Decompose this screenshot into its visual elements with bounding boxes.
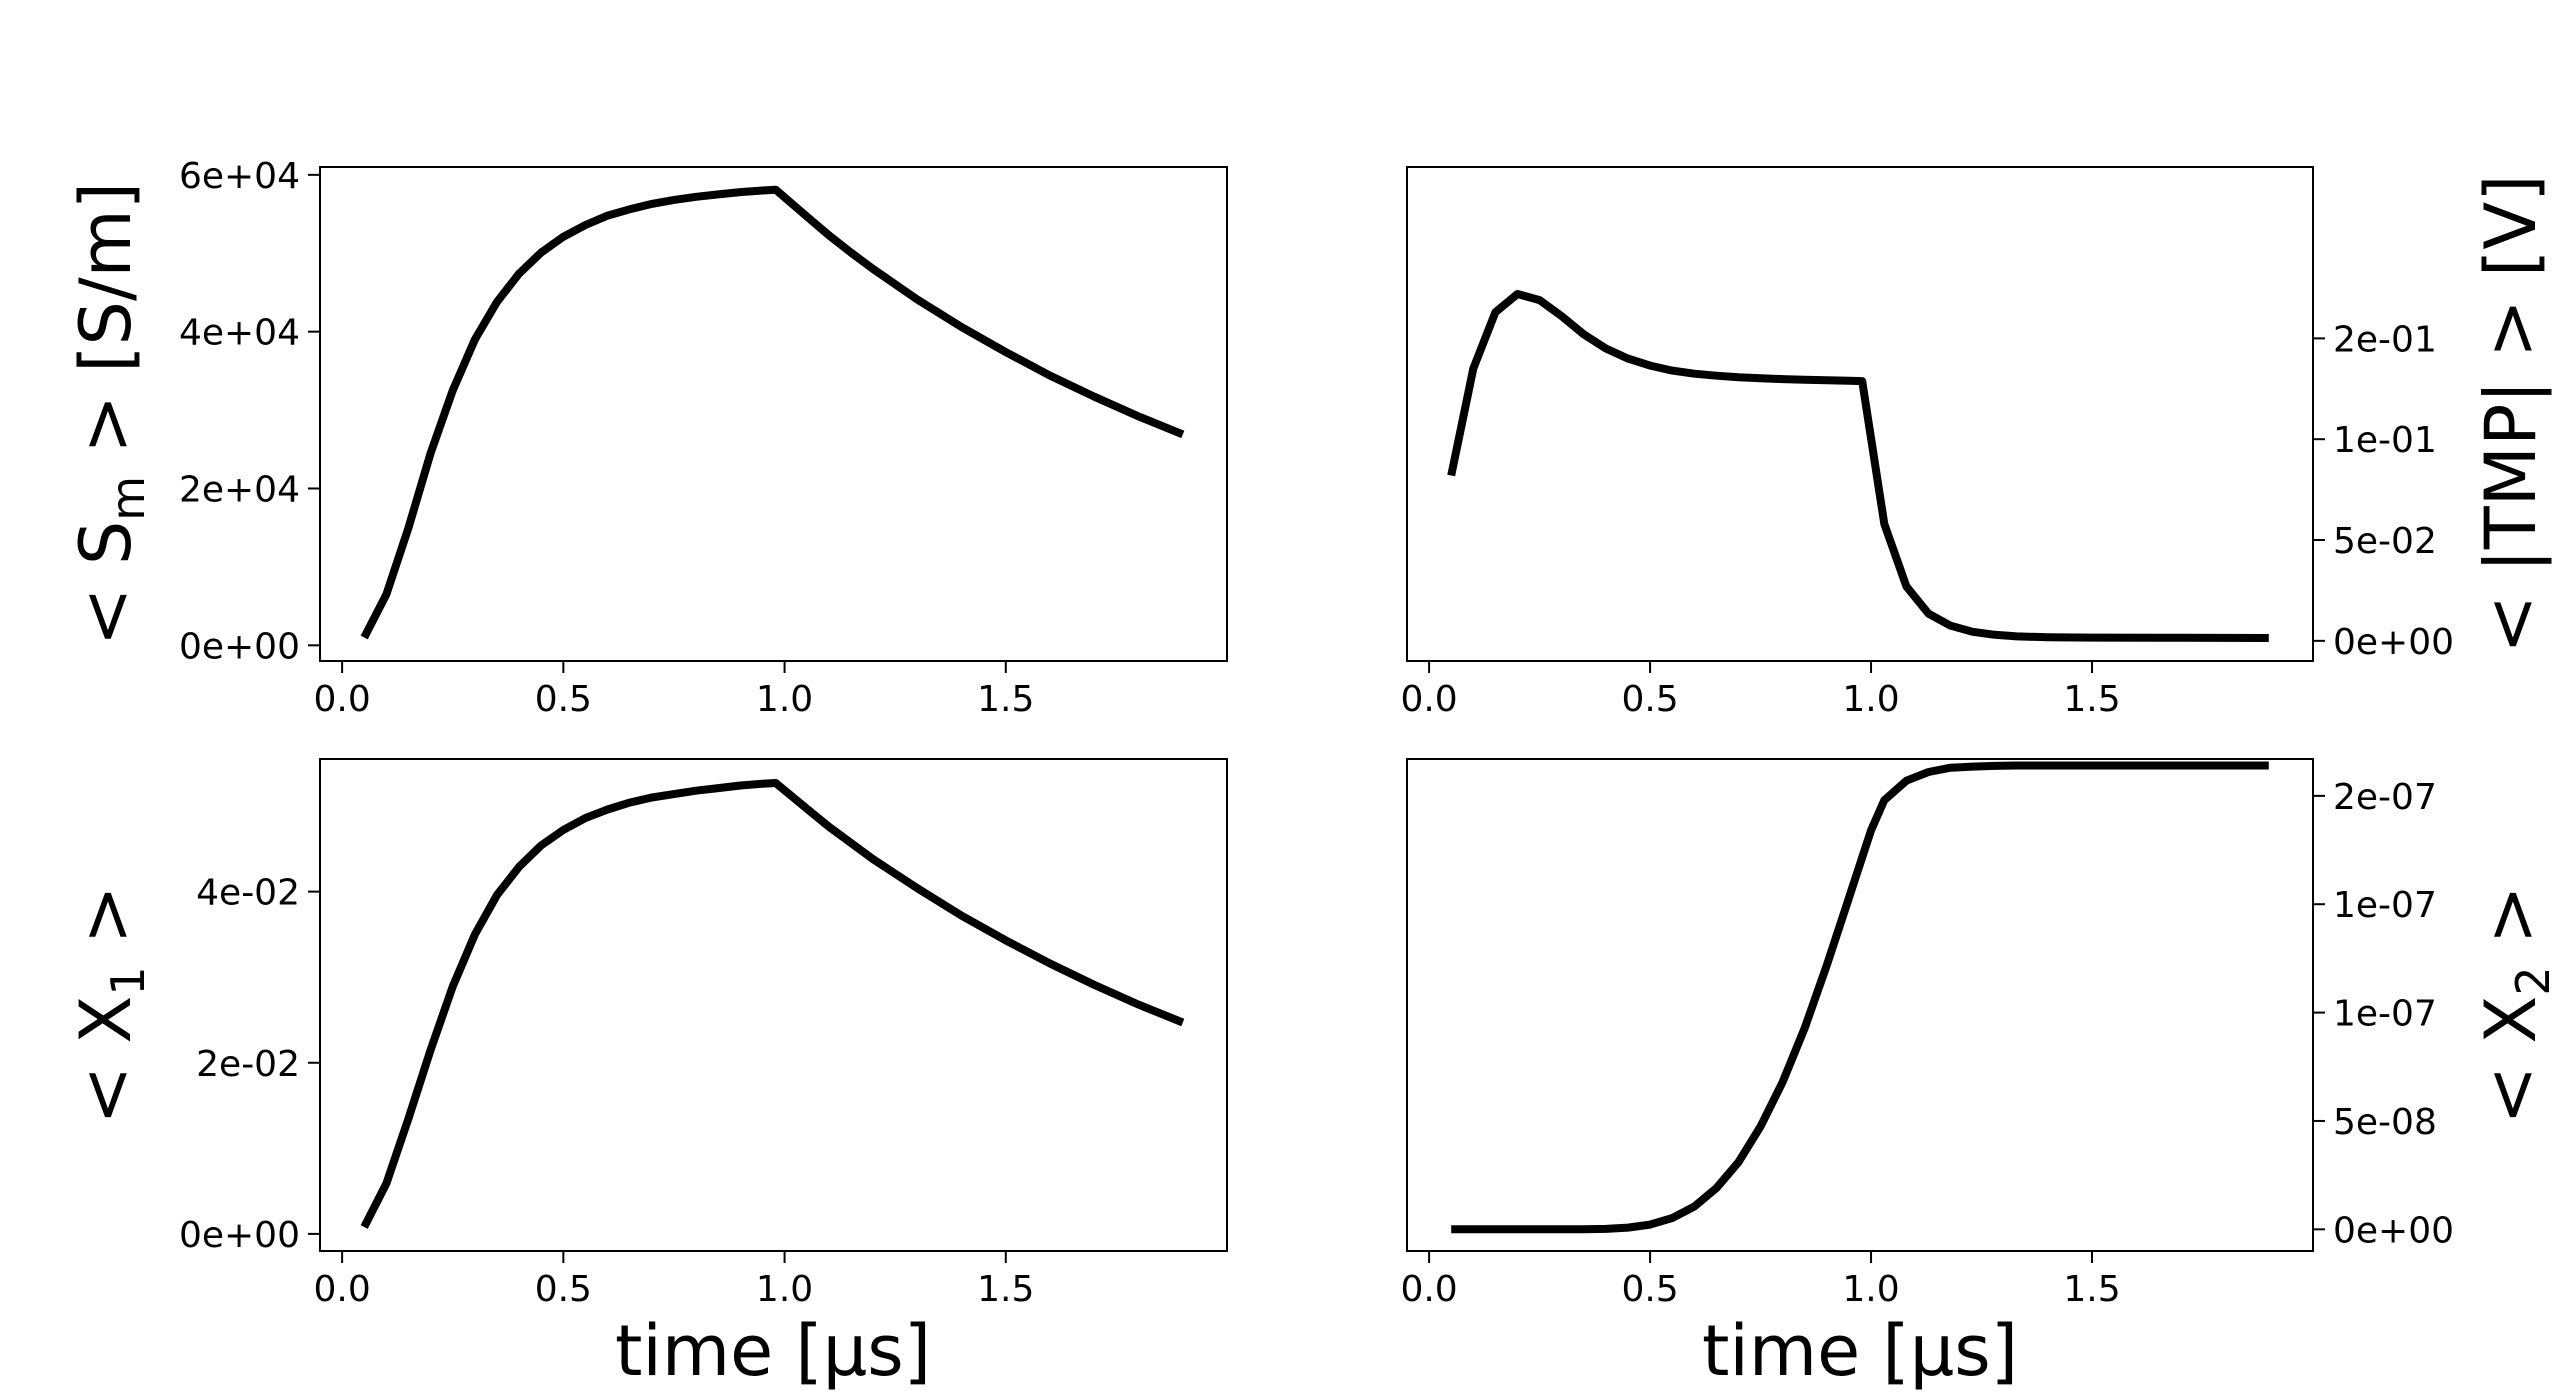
plot-frame [1406, 758, 2314, 1252]
y-axis-label: < X2 > [2470, 885, 2560, 1124]
x-tick-label: 0.5 [1621, 679, 1678, 720]
series-line [1447, 290, 2269, 642]
x-tick-label: 0.5 [1621, 1269, 1678, 1310]
x-tick-label: 0.0 [313, 1269, 370, 1310]
x-axis: 0.0 0.5 1.0 1.5 [1400, 1251, 2121, 1310]
y-tick-label: 0e+00 [2333, 622, 2454, 663]
y-tick-label: 5e-08 [2333, 1102, 2437, 1143]
x-tick-label: 1.0 [1842, 679, 1899, 720]
x-tick-label: 0.0 [1400, 679, 1457, 720]
series-line [360, 779, 1185, 1229]
plot-frame [319, 166, 1228, 662]
y-tick-label: 1e-07 [2333, 994, 2437, 1035]
x-tick-label: 0.5 [535, 679, 592, 720]
y-tick-label: 2e-01 [2333, 319, 2437, 360]
panel-x1: 0.0 0.5 1.0 1.5 0e+00 2e-02 4e-02 < X1 > time… [65, 758, 1228, 1392]
x-tick-label: 1.0 [756, 1269, 813, 1310]
y-axis-label: < Sm > [S/m] [65, 182, 155, 646]
y-axis: 0e+00 5e-02 1e-01 2e-01 [2313, 319, 2454, 663]
x-axis: 0.0 0.5 1.0 1.5 [313, 1251, 1034, 1310]
x-tick-label: 0.5 [535, 1269, 592, 1310]
y-tick-label: 1e-01 [2333, 420, 2437, 461]
y-tick-label: 1e-07 [2333, 885, 2437, 926]
x-tick-label: 1.5 [2063, 679, 2120, 720]
x-tick-label: 1.5 [977, 679, 1034, 720]
y-axis-label: < |TMP| > [V] [2470, 174, 2552, 653]
plot-frame [1406, 166, 2314, 662]
panel-tmp: 0.0 0.5 1.0 1.5 0e+00 5e-02 1e-01 2e-01 < |TMP… [1400, 166, 2552, 720]
x-axis-label: time [μs] [615, 1310, 931, 1392]
y-tick-label: 5e-02 [2333, 521, 2437, 562]
y-axis: 0e+00 5e-08 1e-07 1e-07 2e-07 [2313, 777, 2454, 1251]
x-tick-label: 1.0 [756, 679, 813, 720]
y-tick-label: 4e-02 [196, 873, 300, 914]
y-tick-label: 0e+00 [2333, 1210, 2454, 1251]
series-line [360, 185, 1185, 640]
x-axis: 0.0 0.5 1.0 1.5 [313, 661, 1034, 720]
y-tick-label: 0e+00 [179, 1215, 300, 1256]
y-axis-label: < X1 > [65, 885, 155, 1124]
x-axis-label: time [μs] [1702, 1310, 2018, 1392]
x-tick-label: 0.0 [1400, 1269, 1457, 1310]
y-tick-label: 2e-07 [2333, 777, 2437, 818]
y-tick-label: 0e+00 [179, 626, 300, 667]
x-tick-label: 1.0 [1842, 1269, 1899, 1310]
y-axis: 0e+00 2e+04 4e+04 6e+04 [179, 156, 320, 667]
y-tick-label: 4e+04 [179, 313, 300, 354]
y-axis: 0e+00 2e-02 4e-02 [179, 873, 320, 1256]
x-tick-label: 0.0 [313, 679, 370, 720]
plot-frame [319, 758, 1228, 1252]
x-axis: 0.0 0.5 1.0 1.5 [1400, 661, 2121, 720]
y-tick-label: 6e+04 [179, 156, 300, 197]
x-tick-label: 1.5 [2063, 1269, 2120, 1310]
y-tick-label: 2e-02 [196, 1044, 300, 1085]
y-tick-label: 2e+04 [179, 469, 300, 510]
panel-x2: 0.0 0.5 1.0 1.5 0e+00 5e-08 1e-07 1e-07 2e-07 <… [1400, 758, 2560, 1392]
series-line [1451, 761, 2269, 1234]
x-tick-label: 1.5 [977, 1269, 1034, 1310]
panel-sm: 0.0 0.5 1.0 1.5 0e+00 2e+04 4e+04 6e+04 < Sm >… [65, 156, 1228, 720]
